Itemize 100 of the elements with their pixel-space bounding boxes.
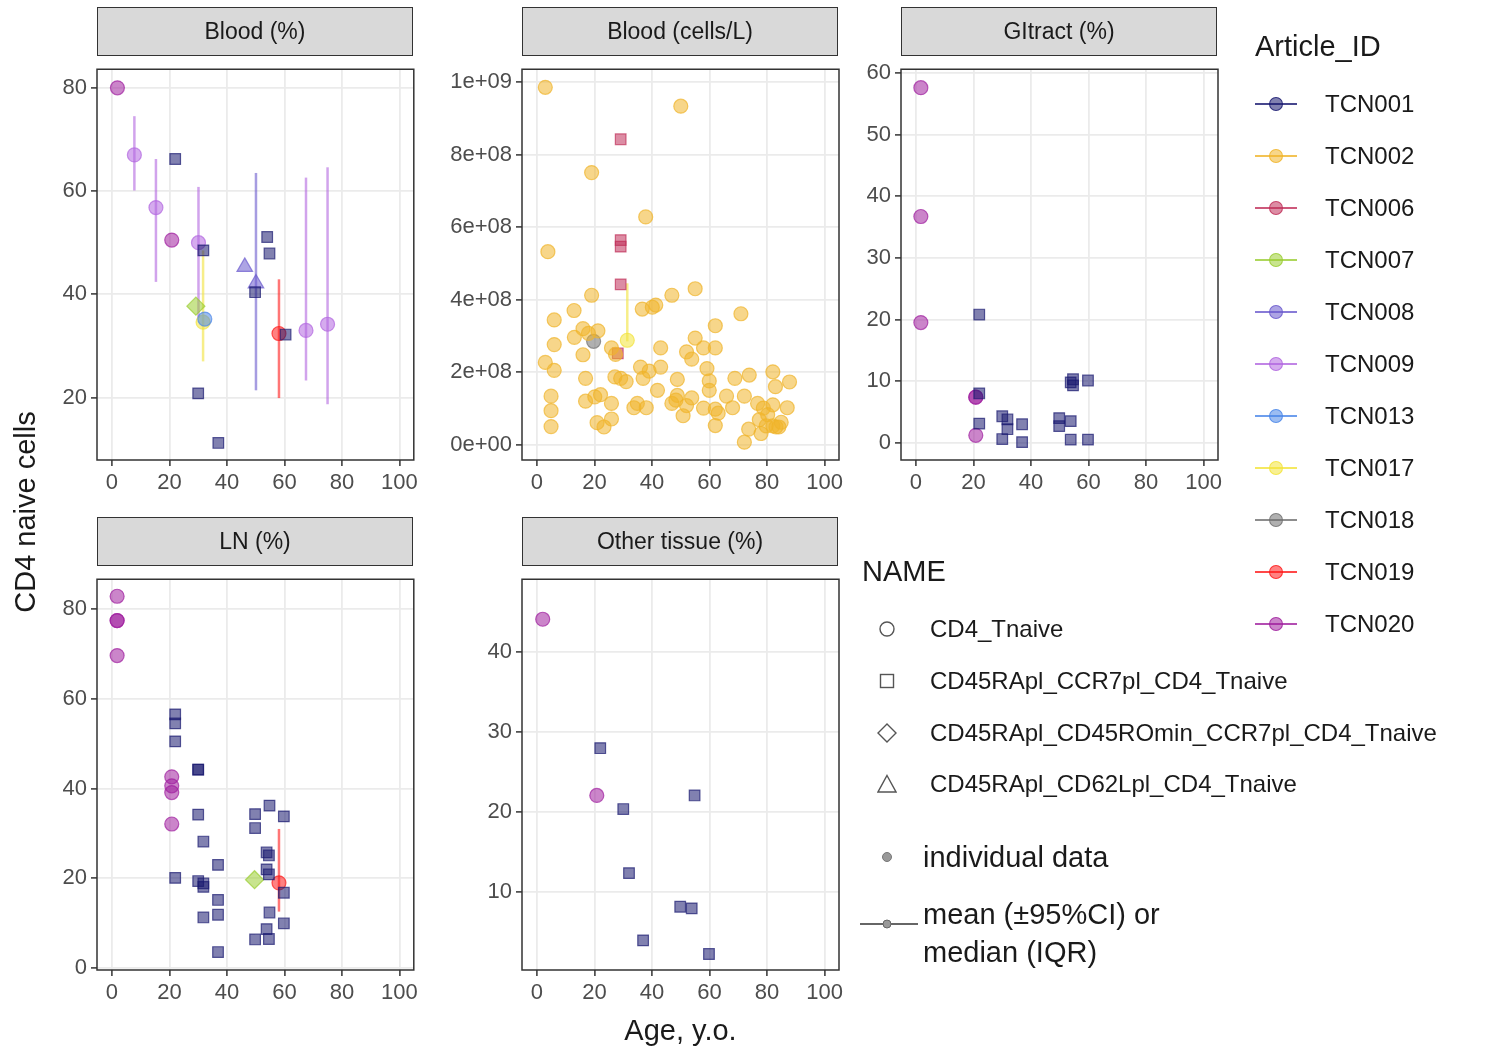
y-tick-label: 6e+08 bbox=[450, 213, 512, 239]
x-tick-label: 80 bbox=[754, 979, 780, 1005]
x-tick-label: 60 bbox=[1076, 469, 1101, 495]
point bbox=[212, 908, 224, 921]
x-tick-label: 80 bbox=[1133, 469, 1159, 495]
legend-label: TCN017 bbox=[1325, 454, 1415, 482]
point bbox=[614, 278, 627, 291]
x-tick-label: 20 bbox=[961, 469, 986, 495]
point bbox=[1064, 433, 1077, 446]
point bbox=[535, 611, 551, 627]
point bbox=[109, 588, 125, 604]
x-tick-label: 60 bbox=[272, 469, 297, 495]
point bbox=[263, 799, 276, 812]
x-tick-label: 100 bbox=[1185, 469, 1222, 495]
point bbox=[249, 808, 262, 821]
legend-label: TCN018 bbox=[1325, 506, 1415, 534]
point bbox=[109, 80, 126, 96]
y-tick-label: 30 bbox=[866, 243, 891, 269]
x-tick-label: 20 bbox=[582, 979, 607, 1005]
legend-label: TCN009 bbox=[1325, 350, 1415, 378]
point bbox=[164, 816, 180, 832]
point bbox=[109, 647, 125, 664]
x-tick-label: 100 bbox=[806, 979, 843, 1005]
x-tick-label: 80 bbox=[329, 469, 355, 495]
y-tick-label: 8e+08 bbox=[450, 140, 512, 166]
point bbox=[236, 257, 254, 273]
point bbox=[148, 199, 164, 216]
y-tick-label: 0 bbox=[878, 428, 891, 454]
legend-label: TCN007 bbox=[1325, 246, 1415, 274]
point bbox=[1082, 433, 1094, 446]
point bbox=[319, 316, 336, 332]
point bbox=[169, 153, 182, 165]
legend-label: TCN020 bbox=[1325, 610, 1415, 638]
y-tick-label: 2e+08 bbox=[450, 358, 512, 384]
y-tick-label: 0e+00 bbox=[450, 430, 512, 456]
y-tick-label: 1e+09 bbox=[450, 67, 512, 93]
text: NAME bbox=[862, 554, 946, 588]
point bbox=[619, 332, 635, 348]
chart-title: Other tissue (%) bbox=[522, 517, 838, 566]
y-tick-label: 60 bbox=[866, 58, 891, 84]
y-tick-label: 10 bbox=[487, 878, 512, 904]
point bbox=[1064, 415, 1077, 428]
point bbox=[197, 881, 210, 893]
chart-title: Blood (cells/L) bbox=[522, 7, 838, 56]
x-tick-label: 0 bbox=[105, 979, 119, 1005]
text: CD45RApl_CCR7pl_CD4_Tnaive bbox=[930, 667, 1288, 695]
x-tick-label: 40 bbox=[639, 979, 665, 1005]
point bbox=[1016, 436, 1029, 449]
legend-label: TCN008 bbox=[1325, 298, 1415, 326]
x-tick-label: 60 bbox=[697, 979, 722, 1005]
x-tick-label: 100 bbox=[381, 979, 418, 1005]
point bbox=[589, 787, 605, 804]
x-tick-label: 20 bbox=[157, 469, 182, 495]
x-axis-title: Age, y.o. bbox=[624, 1014, 737, 1047]
x-tick-label: 20 bbox=[157, 979, 182, 1005]
x-tick-label: 80 bbox=[754, 469, 780, 495]
point bbox=[968, 427, 984, 443]
point bbox=[913, 208, 929, 225]
legend-title: Article_ID bbox=[1255, 30, 1382, 64]
point bbox=[617, 803, 630, 815]
y-tick-label: 40 bbox=[866, 182, 891, 208]
point bbox=[169, 717, 182, 730]
point bbox=[614, 133, 627, 146]
point bbox=[212, 946, 224, 958]
point bbox=[249, 933, 262, 946]
text: individual data bbox=[923, 840, 1109, 874]
point bbox=[192, 808, 205, 821]
x-tick-label: 0 bbox=[530, 979, 544, 1005]
point bbox=[1053, 420, 1066, 432]
point bbox=[913, 314, 929, 331]
legend-label: TCN001 bbox=[1325, 90, 1415, 118]
y-tick-label: 0 bbox=[74, 954, 87, 980]
x-tick-label: 40 bbox=[214, 979, 240, 1005]
x-tick-label: 20 bbox=[582, 469, 607, 495]
y-tick-label: 60 bbox=[62, 684, 87, 710]
point bbox=[169, 735, 182, 748]
y-tick-label: 40 bbox=[487, 638, 512, 664]
point bbox=[263, 933, 275, 945]
y-tick-label: 40 bbox=[62, 774, 87, 800]
y-tick-label: 20 bbox=[62, 864, 87, 890]
point bbox=[126, 147, 142, 163]
y-tick-label: 10 bbox=[866, 367, 891, 393]
x-tick-label: 100 bbox=[381, 469, 418, 495]
point bbox=[186, 296, 206, 316]
point bbox=[244, 870, 265, 890]
y-tick-label: 30 bbox=[487, 718, 512, 744]
x-tick-label: 0 bbox=[105, 469, 119, 495]
point bbox=[212, 894, 224, 906]
point bbox=[614, 240, 627, 253]
y-tick-label: 60 bbox=[62, 177, 87, 203]
x-tick-label: 60 bbox=[697, 469, 722, 495]
point bbox=[169, 872, 182, 884]
point bbox=[277, 886, 290, 899]
x-tick-label: 0 bbox=[530, 469, 544, 495]
text: mean (±95%CI) or median (IQR) bbox=[923, 897, 1161, 970]
x-tick-label: 40 bbox=[214, 469, 240, 495]
point bbox=[249, 286, 262, 299]
point bbox=[674, 900, 687, 913]
y-tick-label: 80 bbox=[62, 73, 87, 99]
point bbox=[277, 810, 290, 823]
